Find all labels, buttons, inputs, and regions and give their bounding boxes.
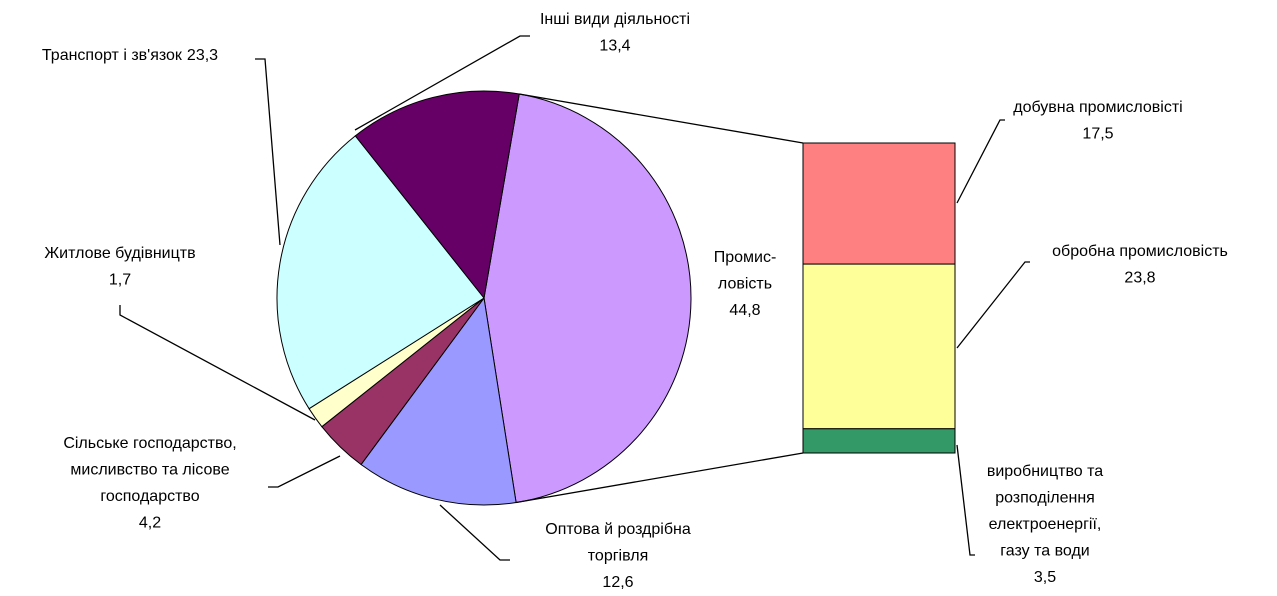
category-label: Транспорт і зв'язок (42, 47, 183, 64)
data-label: Транспорт і зв'язок 23,3 (42, 47, 218, 64)
pie-slice (483, 93, 692, 504)
category-label: газу та води (1000, 543, 1089, 560)
category-label: Інші види діяльності (540, 11, 690, 28)
value-label: 17,5 (1082, 126, 1113, 143)
pie-slice (276, 135, 485, 410)
category-label: Житлове будівництв (44, 245, 195, 262)
category-label: добувна промисловісті (1013, 99, 1182, 116)
category-label: господарство (100, 488, 199, 505)
category-label: електроенергії, (989, 516, 1102, 533)
pie-slice (360, 296, 517, 506)
value-label: 13,4 (599, 38, 630, 55)
category-label: розподілення (995, 490, 1095, 507)
category-label: Сільське господарство, (63, 435, 236, 452)
value-label: 12,6 (602, 574, 633, 591)
category-label: виробництво та (987, 463, 1103, 480)
value-label: 3,5 (1034, 569, 1056, 586)
pie-slice (354, 90, 520, 300)
bar-segment (802, 263, 956, 430)
value-label: 23,3 (187, 47, 218, 64)
leader-line (354, 35, 530, 131)
category-label: торгівля (588, 548, 648, 565)
category-label: обробна промисловість (1052, 243, 1228, 260)
bar-segment (802, 428, 956, 454)
value-label: 23,8 (1124, 270, 1155, 287)
leader-line (956, 444, 975, 556)
category-label: мисливство та лісове (70, 462, 229, 479)
category-label: Промис- (714, 249, 777, 266)
leader-line (119, 305, 316, 421)
connector (519, 93, 804, 144)
leader-line (255, 58, 281, 246)
category-label: ловість (718, 276, 772, 293)
leader-line (439, 504, 510, 561)
value-label: 44,8 (729, 302, 760, 319)
leader-line (956, 261, 1030, 349)
bar-segment (802, 142, 956, 265)
leader-line (956, 119, 1005, 204)
value-label: 1,7 (109, 272, 131, 289)
category-label: Оптова й роздрібна (545, 521, 691, 538)
value-label: 4,2 (139, 515, 161, 532)
connector (515, 452, 804, 504)
leader-line (268, 455, 341, 488)
